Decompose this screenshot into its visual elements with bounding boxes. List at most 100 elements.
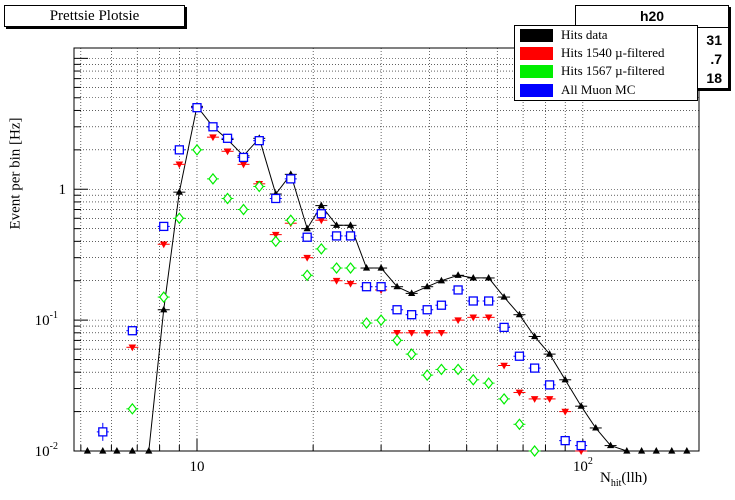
marker-square: [98, 427, 108, 437]
data-point-hits-data: [680, 447, 693, 454]
data-point-hits-1540-filtered: [173, 161, 186, 169]
marker-triangle-down: [515, 389, 524, 397]
data-point-hits-data: [301, 224, 314, 232]
marker-triangle-up: [469, 273, 477, 281]
y-axis-title: Event per bin [Hz]: [7, 117, 24, 230]
marker-square: [392, 305, 402, 315]
data-point-hits-data: [126, 447, 139, 454]
data-point-hits-1567-filtered: [498, 392, 511, 405]
data-point-all-muon-mc: [482, 296, 495, 306]
data-point-all-muon-mc: [513, 351, 526, 361]
series-markers: [81, 102, 693, 457]
marker-diamond: [331, 262, 342, 274]
data-point-hits-data: [589, 423, 602, 431]
data-point-all-muon-mc: [452, 285, 465, 295]
data-point-hits-data: [665, 447, 678, 454]
data-point-hits-1540-filtered: [513, 389, 526, 397]
data-point-hits-data: [173, 188, 186, 195]
marker-diamond: [483, 377, 494, 390]
data-point-all-muon-mc: [575, 440, 588, 451]
data-point-hits-data: [315, 201, 328, 209]
marker-triangle-down: [561, 408, 569, 416]
data-point-hits-1540-filtered: [482, 314, 495, 322]
marker-triangle-down: [239, 161, 248, 169]
marker-triangle-up: [145, 447, 153, 454]
data-point-hits-data: [467, 273, 480, 281]
legend: Hits data Hits 1540 µ-filtered Hits 1567…: [514, 25, 698, 101]
data-point-hits-data: [405, 289, 418, 297]
data-point-hits-1567-filtered: [284, 214, 297, 227]
data-point-hits-data: [482, 273, 495, 281]
marker-diamond: [270, 235, 281, 248]
marker-triangle-down: [484, 314, 493, 322]
marker-triangle-up: [160, 305, 168, 313]
data-point-hits-1540-filtered: [528, 396, 541, 403]
x-axis-title-suffix: (llh): [621, 470, 648, 486]
plot-title: Prettsie Plotsie: [49, 8, 140, 24]
data-point-hits-data: [157, 305, 170, 313]
marker-triangle-up: [668, 447, 676, 454]
marker-diamond: [174, 212, 185, 225]
data-point-hits-data: [635, 447, 648, 454]
data-point-hits-1540-filtered: [435, 330, 448, 337]
data-point-all-muon-mc: [190, 103, 203, 113]
marker-triangle-up: [454, 271, 462, 278]
marker-square: [316, 209, 326, 219]
marker-diamond: [436, 363, 447, 376]
legend-swatch: [520, 65, 553, 78]
marker-diamond: [127, 402, 138, 415]
marker-triangle-down: [271, 231, 280, 239]
data-point-hits-1540-filtered: [330, 277, 343, 285]
data-point-hits-1567-filtered: [269, 235, 282, 248]
marker-square: [254, 136, 264, 146]
marker-triangle-down: [469, 314, 478, 322]
marker-triangle-up: [577, 402, 585, 409]
marker-triangle-down: [437, 330, 446, 337]
marker-diamond: [406, 348, 417, 361]
y-tick-label: 1: [59, 182, 67, 198]
y-tick-label-exponent: -2: [50, 441, 58, 452]
data-point-hits-data: [559, 375, 572, 383]
marker-triangle-down: [530, 396, 539, 403]
plot-frame: [73, 47, 700, 452]
marker-diamond: [529, 445, 540, 457]
marker-square: [499, 322, 509, 333]
data-point-hits-1567-filtered: [360, 317, 373, 329]
marker-square: [331, 231, 342, 241]
data-point-all-muon-mc: [237, 152, 250, 163]
marker-diamond: [238, 203, 249, 216]
data-point-hits-1567-filtered: [467, 373, 480, 386]
marker-square: [576, 440, 586, 451]
marker-square: [436, 300, 447, 310]
x-tick-label-exponent: 2: [588, 456, 593, 467]
data-point-all-muon-mc: [344, 231, 357, 241]
marker-triangle-up: [683, 447, 691, 454]
marker-square: [127, 326, 138, 336]
marker-square: [544, 380, 555, 390]
legend-entry-hits-data: Hits data: [515, 26, 697, 45]
tick-labels: 10 102 10-2 10-1 1: [35, 182, 593, 475]
stats-value-3: 18: [706, 70, 722, 86]
marker-square: [345, 231, 356, 241]
data-point-hits-data: [421, 282, 434, 290]
x-tick-label: 102: [573, 456, 593, 475]
data-point-hits-1567-filtered: [237, 203, 250, 216]
data-point-hits-1567-filtered: [344, 262, 357, 274]
marker-square: [484, 296, 494, 306]
axis-ticks: [74, 57, 700, 452]
data-point-all-muon-mc: [435, 300, 448, 310]
data-point-hits-data: [513, 310, 526, 318]
data-point-hits-1540-filtered: [467, 314, 480, 322]
data-point-hits-1567-filtered: [513, 418, 526, 431]
marker-diamond: [514, 418, 525, 431]
data-point-all-muon-mc: [126, 326, 139, 336]
marker-square: [222, 133, 233, 143]
data-point-hits-1567-filtered: [330, 262, 343, 274]
marker-square: [286, 174, 296, 184]
data-point-hits-1540-filtered: [221, 148, 234, 156]
marker-triangle-down: [128, 344, 137, 352]
y-tick-label-exponent: -1: [50, 310, 58, 321]
data-point-hits-1540-filtered: [559, 408, 572, 416]
data-point-hits-1567-filtered: [301, 269, 314, 282]
data-point-hits-1540-filtered: [543, 396, 556, 403]
